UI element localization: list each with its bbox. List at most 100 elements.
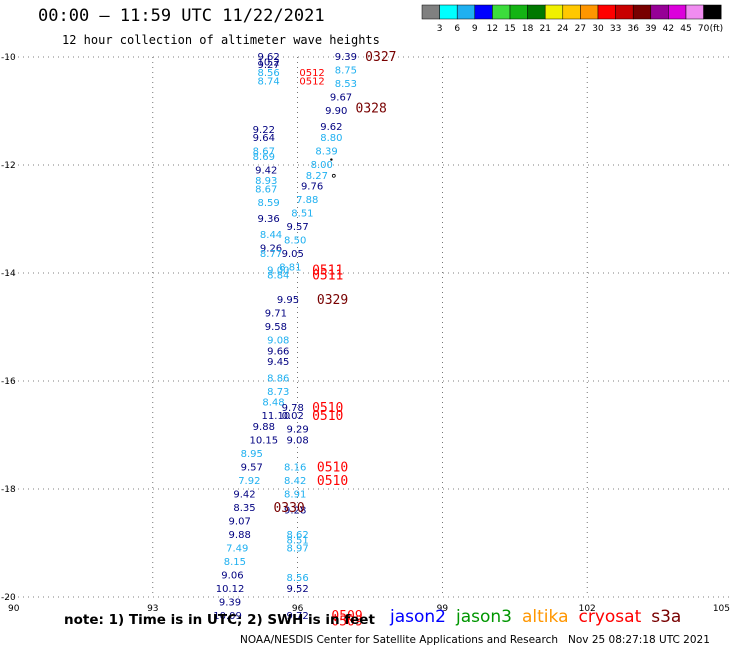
track-marker xyxy=(330,158,333,161)
swh-data-label: 9.39 xyxy=(219,597,241,608)
colorbar-tick-label: 24 xyxy=(557,24,569,34)
swh-data-label: 8.15 xyxy=(224,557,246,568)
swh-data-label: 9.36 xyxy=(258,214,280,225)
swh-data-label: 9.72 xyxy=(286,611,308,622)
swh-data-label: 10.12 xyxy=(216,584,245,595)
swh-data-label: 9.26 xyxy=(260,244,282,255)
swh-data-label: 8.62 xyxy=(286,530,308,541)
swh-data-label: 9.39 xyxy=(335,52,357,63)
colorbar-tick-label: 30 xyxy=(592,24,604,34)
time-annotation: 0510 xyxy=(317,460,348,475)
colorbar-tick-label: 12 xyxy=(487,24,498,34)
colorbar-tick-label: 9 xyxy=(472,24,478,34)
swh-data-label: 9.27 xyxy=(258,60,280,71)
footer-note: note: 1) Time is in UTC; 2) SWH is in fe… xyxy=(64,612,375,628)
x-tick-label: 96 xyxy=(292,604,304,614)
swh-data-label: 8.27 xyxy=(306,171,328,182)
swh-data-label: 8.00 xyxy=(311,160,333,171)
swh-data-label: 8.44 xyxy=(260,230,282,241)
colorbar-unit: (ft) xyxy=(710,24,724,34)
swh-data-label: 9.66 xyxy=(267,346,289,357)
chart-title: 00:00 – 11:59 UTC 11/22/2021 xyxy=(38,6,325,26)
swh-data-label: 9.62 xyxy=(258,52,280,63)
swh-data-label: 8.56 xyxy=(258,68,280,79)
satellite-legend-item: s3a xyxy=(651,607,682,627)
swh-data-label: 9.29 xyxy=(286,425,308,436)
swh-data-label: 8.56 xyxy=(286,573,308,584)
swh-data-label: 9.28 xyxy=(284,506,306,517)
x-tick-label: 102 xyxy=(579,604,596,614)
swh-data-label: 7.49 xyxy=(226,543,248,554)
swh-data-label: 9.90 xyxy=(325,106,347,117)
colorbar-tick-label: 3 xyxy=(437,24,443,34)
swh-data-label: 8.77 xyxy=(260,249,282,260)
swh-data-label: 11.10 xyxy=(262,411,291,422)
swh-data-label: 8.81 xyxy=(279,263,301,274)
swh-data-label: 9.62 xyxy=(320,122,342,133)
swh-data-label: 9.76 xyxy=(301,182,323,193)
time-annotation: 0510 xyxy=(312,409,343,424)
swh-data-label: 10.09 xyxy=(213,611,242,622)
colorbar-tick-label: 33 xyxy=(610,24,621,34)
swh-data-label: 8.59 xyxy=(258,198,280,209)
swh-data-label: 9.00 xyxy=(267,265,289,276)
swh-data-label: 7.92 xyxy=(238,476,260,487)
swh-data-label: 9.95 xyxy=(277,295,299,306)
swh-data-label: 9.52 xyxy=(286,584,308,595)
swh-data-label: 8.93 xyxy=(255,176,277,187)
y-tick-label: -14 xyxy=(1,269,16,279)
swh-data-label: 9.57 xyxy=(241,462,263,473)
swh-data-label: 8.91 xyxy=(284,489,306,500)
time-annotation: 0509 xyxy=(331,609,362,624)
time-annotation: 0511 xyxy=(312,263,343,278)
swh-data-label: 7.88 xyxy=(296,195,318,206)
colorbar-tick-label: 39 xyxy=(645,24,657,34)
colorbar-tick-label: 15 xyxy=(504,24,515,34)
swh-data-label: 8.48 xyxy=(262,398,284,409)
colorbar-tick-label: 6 xyxy=(454,24,460,34)
swh-data-label: 8.86 xyxy=(267,373,289,384)
swh-data-label: 9.57 xyxy=(286,222,308,233)
swh-data-label: 0512 xyxy=(299,76,324,87)
time-annotation: 0327 xyxy=(365,50,396,65)
swh-data-label: 8.84 xyxy=(267,271,289,282)
swh-data-label: 8.69 xyxy=(253,152,275,163)
swh-data-label: 0512 xyxy=(299,68,324,79)
time-annotation: 0509 xyxy=(331,614,362,629)
swh-data-label: 8.67 xyxy=(255,184,277,195)
x-tick-label: 105 xyxy=(713,604,730,614)
colorbar-swatch xyxy=(703,4,722,20)
swh-data-label: 0.02 xyxy=(282,411,304,422)
colorbar-tick-label: 70 xyxy=(698,24,710,34)
swh-data-label: 9.05 xyxy=(282,249,304,260)
x-tick-label: 90 xyxy=(8,604,20,614)
swh-data-label: 9.06 xyxy=(221,570,243,581)
satellite-legend: jason2 jason3 altika cryosat s3a xyxy=(390,607,691,627)
colorbar-legend: 3 6 9 12 15 18 21 24 27 30 33 36 39 42 45 70 (ft) xyxy=(421,4,724,34)
swh-data-label: 8.42 xyxy=(284,476,306,487)
swh-data-label: 10.15 xyxy=(249,435,278,446)
satellite-legend-item: cryosat xyxy=(578,607,642,627)
swh-data-label: 8.53 xyxy=(335,79,357,90)
colorbar-tick-label: 21 xyxy=(539,24,550,34)
swh-data-label: 8.51 xyxy=(291,209,313,220)
swh-data-label: 8.39 xyxy=(315,147,337,158)
swh-data-label: 8.74 xyxy=(258,76,280,87)
swh-data-label: 10.2 xyxy=(258,57,280,68)
colorbar-tick-label: 36 xyxy=(627,24,639,34)
x-tick-label: 93 xyxy=(147,604,158,614)
satellite-legend-item: altika xyxy=(522,607,569,627)
time-annotation: 0510 xyxy=(312,401,343,416)
chart-subtitle: 12 hour collection of altimeter wave hei… xyxy=(62,33,380,47)
time-annotation: 0511 xyxy=(312,269,343,284)
swh-data-label: 9.08 xyxy=(267,336,289,347)
time-annotation: 0328 xyxy=(356,101,387,116)
swh-data-label: 9.64 xyxy=(253,133,275,144)
colorbar-tick-label: 45 xyxy=(680,24,691,34)
x-tick-label: 99 xyxy=(437,604,449,614)
swh-data-label: 9.78 xyxy=(282,403,304,414)
swh-data-label: 9.08 xyxy=(286,435,308,446)
satellite-legend-item: jason2 xyxy=(390,607,446,627)
swh-data-label: 8.97 xyxy=(286,543,308,554)
